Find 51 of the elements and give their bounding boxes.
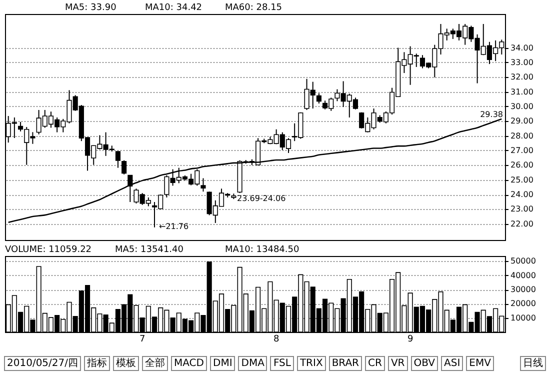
candlestick bbox=[316, 92, 322, 104]
text: FSL bbox=[270, 356, 294, 370]
x-tick-label: 8 bbox=[273, 334, 280, 344]
text: TRIX bbox=[296, 356, 326, 370]
y-tick-label: 10000 bbox=[510, 313, 536, 322]
annotation: ←21.76 bbox=[159, 222, 189, 231]
y-tick-label: 20000 bbox=[510, 299, 536, 308]
x-tick-label: 9 bbox=[407, 334, 414, 344]
y-tick-label: 26.00 bbox=[510, 160, 534, 170]
text: BRAR bbox=[328, 356, 362, 370]
text: 日线 bbox=[520, 356, 546, 370]
annotation: 23.69-24.06 bbox=[237, 194, 286, 203]
annotation: 29.38 bbox=[480, 110, 503, 119]
candlestick bbox=[200, 178, 206, 192]
text: VR bbox=[388, 356, 408, 370]
y-tick-label: 34.00 bbox=[510, 43, 534, 52]
y-tick-label: 22.00 bbox=[510, 219, 534, 228]
text: ASI bbox=[441, 356, 464, 370]
text: OBV bbox=[410, 356, 438, 370]
text: CR bbox=[365, 356, 385, 370]
y-tick-label: 31.00 bbox=[510, 87, 534, 96]
text: MA5: 33.90 bbox=[65, 3, 117, 13]
text: 2010/05/27/四 bbox=[4, 356, 82, 370]
y-tick-label: 32.00 bbox=[510, 72, 534, 82]
candlestick bbox=[122, 160, 127, 175]
text: VOLUME: 11059.22 bbox=[5, 245, 92, 255]
y-tick-label: 40000 bbox=[510, 270, 536, 280]
y-tick-label: 25.00 bbox=[510, 175, 534, 184]
candlestick bbox=[115, 150, 121, 168]
text: DMA bbox=[238, 356, 268, 370]
y-tick-label: 23.00 bbox=[510, 204, 534, 214]
line-series bbox=[8, 118, 502, 224]
y-tick-label: 30.00 bbox=[510, 102, 534, 111]
text: MA60: 28.15 bbox=[225, 3, 282, 13]
text: MA5: 13541.40 bbox=[115, 245, 184, 255]
y-tick-label: 30000 bbox=[510, 285, 536, 294]
text: MA10: 34.42 bbox=[145, 3, 202, 13]
y-tick-label: 28.00 bbox=[510, 131, 534, 140]
x-tick-label: 7 bbox=[139, 334, 146, 344]
text: 模板 bbox=[113, 356, 140, 370]
text: DMI bbox=[210, 356, 236, 370]
text: MA10: 13484.50 bbox=[225, 245, 300, 255]
y-tick-label: 29.00 bbox=[510, 116, 534, 126]
y-tick-label: 50000 bbox=[510, 256, 536, 266]
y-tick-label: 33.00 bbox=[510, 58, 534, 67]
y-tick-label: 24.00 bbox=[510, 190, 534, 200]
text: 指标 bbox=[84, 356, 110, 370]
text: 全部 bbox=[142, 356, 168, 370]
text: MACD bbox=[171, 356, 207, 370]
text: EMV bbox=[466, 356, 494, 370]
y-tick-label: 27.00 bbox=[510, 146, 534, 155]
